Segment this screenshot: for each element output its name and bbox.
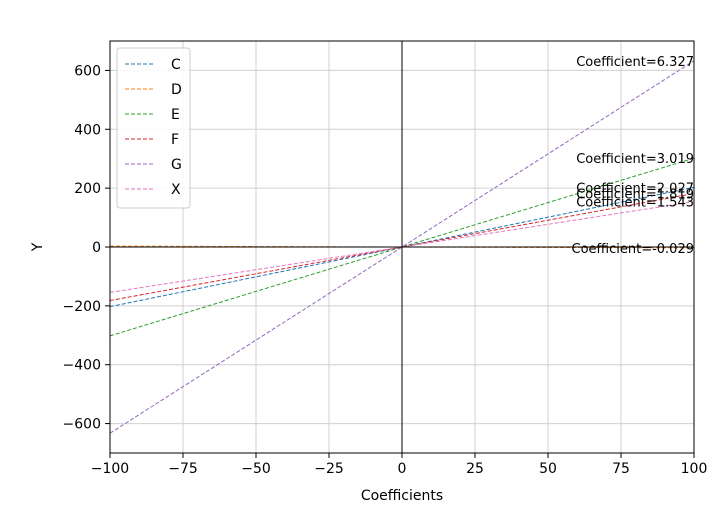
legend-label-e: E [171, 107, 180, 123]
x-tick-label: −50 [241, 461, 271, 477]
x-tick-label: −25 [314, 461, 344, 477]
legend-label-g: G [171, 157, 182, 173]
y-axis-label: Y [30, 242, 46, 252]
x-tick-label: 0 [398, 461, 407, 477]
annotations: Coefficient=2.027 Coefficient=-0.029 Coeff… [572, 55, 695, 257]
series-line-d [109, 245, 695, 249]
legend-label-f: F [171, 132, 179, 148]
y-tick-label: 600 [74, 63, 101, 79]
y-axis-ticks: −600 −400 −200 0 200 400 600 [63, 63, 110, 433]
series-line-c [109, 186, 695, 308]
series-line-g [109, 60, 695, 434]
legend-label-x: X [171, 182, 181, 198]
y-tick-label: −600 [63, 417, 101, 433]
x-axis-label: Coefficients [361, 488, 443, 504]
legend-box [116, 47, 191, 209]
x-tick-label: 75 [612, 461, 630, 477]
legend-label-c: C [171, 57, 181, 73]
x-tick-label: −100 [91, 461, 129, 477]
y-tick-label: 200 [74, 181, 101, 197]
y-tick-label: −200 [63, 299, 101, 315]
x-tick-label: 100 [681, 461, 708, 477]
x-tick-label: 50 [539, 461, 557, 477]
legend-label-d: D [171, 82, 182, 98]
coefficient-annotation: Coefficient=2.027 [576, 181, 694, 196]
x-axis-ticks: −100 −75 −50 −25 0 25 50 75 100 [91, 453, 708, 477]
x-tick-label: 25 [466, 461, 484, 477]
y-tick-label: 0 [92, 240, 101, 256]
coefficient-annotation: Coefficient=-0.029 [572, 242, 695, 257]
coefficient-annotation: Coefficient=1.819 [576, 187, 694, 202]
y-tick-label: −400 [63, 358, 101, 374]
x-tick-label: −75 [168, 461, 198, 477]
coefficient-annotation: Coefficient=3.019 [576, 152, 694, 167]
coefficient-annotation: Coefficient=6.327 [576, 55, 694, 70]
y-tick-label: 400 [74, 122, 101, 138]
coefficient-annotation: Coefficient=1.543 [576, 196, 694, 211]
